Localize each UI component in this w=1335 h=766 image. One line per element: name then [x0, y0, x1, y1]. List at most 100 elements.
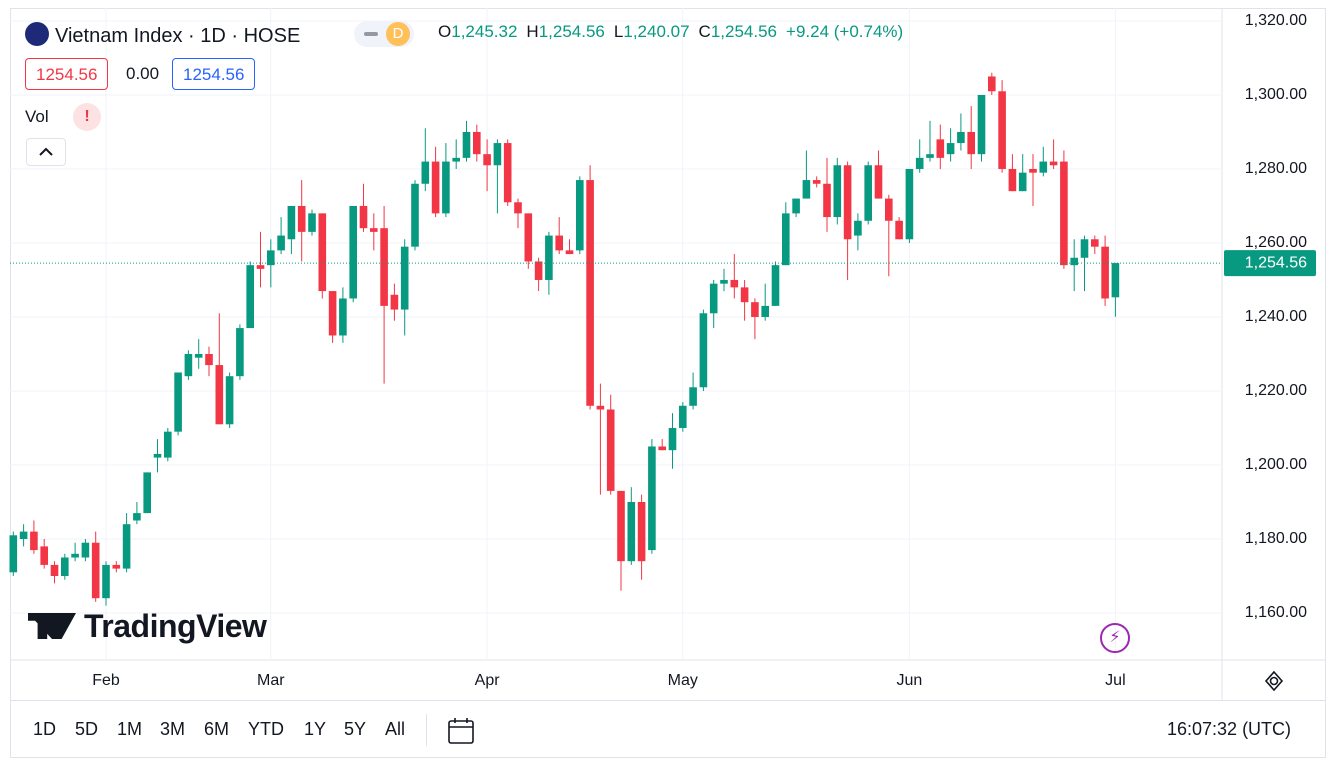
candle-body — [431, 161, 440, 214]
candle-body — [730, 279, 739, 288]
flash-icon[interactable]: ⚡ — [1100, 623, 1130, 653]
candle-body — [576, 180, 584, 251]
candle-body — [1091, 239, 1099, 247]
clock[interactable]: 16:07:32 (UTC) — [1167, 719, 1292, 739]
candle-body — [833, 165, 842, 218]
ohlc-value: 1,254.56 — [710, 22, 778, 41]
range-button[interactable]: All — [385, 719, 406, 739]
candle-body — [967, 131, 975, 155]
candle-body — [843, 165, 852, 240]
candle-body — [596, 405, 605, 410]
candle-body — [885, 198, 893, 221]
range-button[interactable]: 1D — [33, 719, 57, 739]
candle-body — [627, 501, 636, 562]
y-tick-label: 1,320.00 — [1245, 12, 1307, 29]
candle-body — [287, 205, 296, 240]
range-button[interactable]: 5Y — [344, 719, 367, 739]
candle-body — [957, 131, 965, 144]
candle-body — [30, 531, 38, 551]
range-button[interactable]: 1Y — [304, 719, 327, 739]
candle-body — [133, 513, 141, 521]
ohlc-value: 1,254.56 — [538, 22, 605, 41]
candle-body — [71, 553, 79, 558]
candle-body — [143, 472, 151, 514]
candle-body — [184, 353, 193, 377]
candle-body — [215, 365, 224, 425]
candle-body — [236, 328, 244, 377]
candle-body — [782, 213, 790, 266]
candle-body — [246, 265, 254, 329]
chart-frame — [10, 8, 1326, 758]
candle-body — [483, 154, 491, 166]
candle-body — [503, 143, 512, 203]
price-box[interactable]: 1254.56 — [172, 58, 256, 90]
candle-body — [545, 235, 553, 280]
badge: D — [386, 22, 410, 46]
badge-pill[interactable]: D — [354, 21, 414, 47]
candle-body — [277, 235, 285, 251]
candle-body — [1080, 239, 1089, 258]
candle-body — [19, 531, 28, 539]
candle-body — [256, 265, 265, 269]
ohlc-legend: O1,245.32 H1,254.56 L1,240.07 C1,254.56 +9.2… — [438, 22, 912, 42]
candle-body — [194, 353, 203, 358]
ohlc-key: H — [526, 22, 539, 41]
candle-body — [802, 180, 811, 199]
candle-body — [267, 250, 275, 266]
candle-body — [709, 283, 718, 314]
candle-body — [812, 180, 821, 184]
date-range-icon[interactable] — [446, 716, 476, 746]
candle-body — [359, 205, 368, 229]
candle-body — [473, 131, 481, 155]
candle-body — [1018, 172, 1027, 192]
toolbar-separator — [426, 714, 427, 746]
badge-dash — [364, 32, 378, 36]
range-button[interactable]: 5D — [75, 719, 99, 739]
y-tick-label: 1,300.00 — [1245, 86, 1307, 103]
price-box[interactable]: 1254.56 — [25, 58, 109, 90]
collapse-button[interactable] — [26, 138, 66, 166]
range-button[interactable]: 3M — [160, 719, 186, 739]
last-price-label: 1,254.56 — [1245, 254, 1307, 271]
ohlc-key: L — [613, 22, 624, 41]
candle-body — [390, 294, 399, 310]
indicator-alert[interactable]: ! — [73, 103, 101, 131]
candle-body — [637, 501, 646, 562]
toolbar-divider — [10, 700, 1326, 701]
x-tick-label: Jun — [897, 672, 923, 689]
candle-body — [905, 168, 914, 240]
symbol-header[interactable]: Vietnam Index · 1D · HOSE — [25, 22, 300, 48]
range-button[interactable]: 1M — [117, 719, 143, 739]
candle-body — [225, 376, 234, 425]
y-tick-label: 1,160.00 — [1245, 604, 1307, 621]
candle-body — [648, 446, 656, 551]
y-tick-label: 1,260.00 — [1245, 234, 1307, 251]
candle-body — [318, 213, 327, 292]
candle-body — [720, 279, 728, 284]
candle-body — [1111, 263, 1120, 298]
candle-body — [555, 235, 563, 251]
candle-body — [751, 302, 759, 317]
candle-body — [699, 313, 708, 388]
symbol-icon — [25, 22, 49, 46]
range-button[interactable]: YTD — [248, 719, 284, 739]
candle-body — [81, 542, 90, 558]
settings-icon[interactable] — [1262, 669, 1286, 693]
candle-body — [915, 157, 924, 169]
price-box: 0.00 — [126, 64, 160, 83]
candle-body — [946, 143, 955, 155]
x-tick-label: Mar — [257, 672, 285, 689]
range-button[interactable]: 6M — [204, 719, 230, 739]
candle-body — [205, 353, 213, 366]
symbol: Vietnam Index · 1D · HOSE — [55, 25, 301, 47]
candle-body — [174, 372, 182, 432]
calendar — [448, 718, 474, 744]
candle-body — [1039, 161, 1048, 173]
candle-body — [421, 161, 430, 184]
candle-body — [153, 453, 162, 458]
indicator[interactable]: Vol — [25, 107, 49, 126]
candle-body — [998, 91, 1006, 169]
candle-body — [164, 431, 172, 458]
candle-body — [308, 213, 316, 232]
